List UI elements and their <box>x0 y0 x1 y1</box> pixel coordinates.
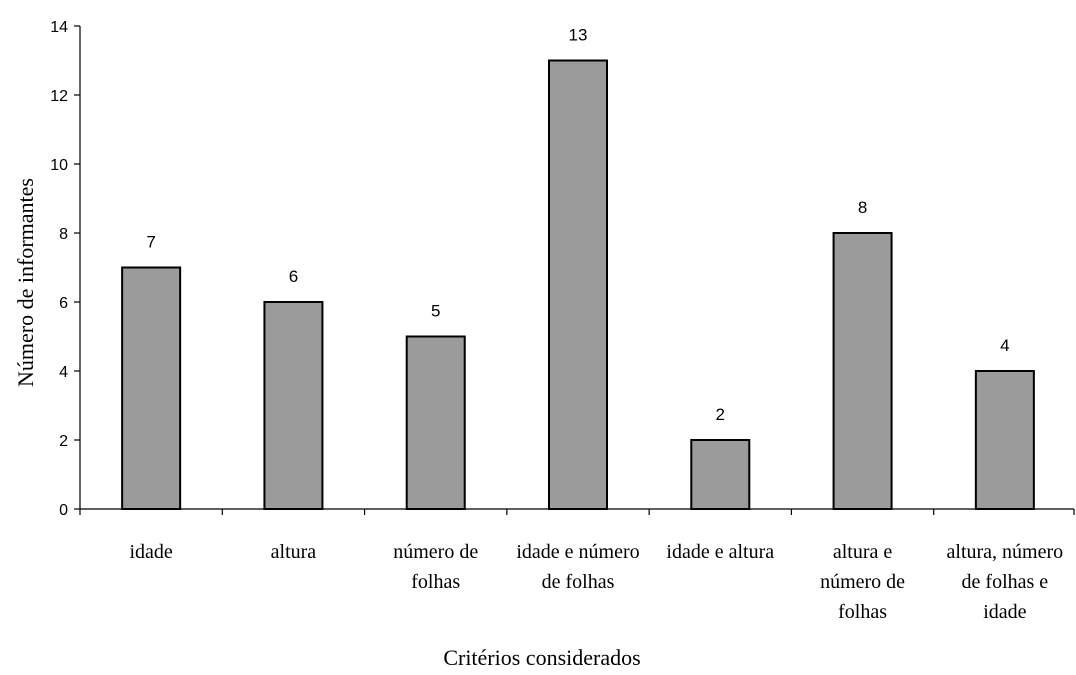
bars <box>121 59 1035 510</box>
y-tick-label: 14 <box>50 19 68 36</box>
data-label: 6 <box>289 267 298 286</box>
y-tick-label: 0 <box>59 502 68 519</box>
data-label: 13 <box>569 26 588 45</box>
bar <box>405 335 466 510</box>
category-label: idade e altura <box>666 541 774 563</box>
data-label: 5 <box>431 302 440 321</box>
data-label: 7 <box>146 233 155 252</box>
bar <box>690 439 751 510</box>
category-label: altura, número de folhas e idade <box>947 541 1064 623</box>
x-axis-ticks <box>79 509 1075 515</box>
x-axis-title: Critérios considerados <box>443 645 640 670</box>
y-tick-label: 2 <box>59 433 68 450</box>
bar <box>121 266 182 510</box>
y-axis-ticks: 0 2 4 6 8 10 12 14 <box>50 19 80 519</box>
bar <box>832 232 893 510</box>
y-tick-label: 6 <box>59 295 68 312</box>
category-label: altura <box>271 541 317 563</box>
category-labels: idade altura número de folhas idade e número… <box>129 541 1063 623</box>
data-label: 2 <box>716 405 725 424</box>
bar <box>263 301 324 510</box>
category-label: idade e número de folhas <box>516 541 639 593</box>
y-tick-label: 12 <box>50 88 68 105</box>
y-tick-label: 4 <box>59 364 68 381</box>
bar <box>974 370 1035 510</box>
data-label: 8 <box>858 198 867 217</box>
category-label: idade <box>129 541 172 563</box>
bar <box>548 59 608 510</box>
y-axis-title: Número de informantes <box>13 178 38 387</box>
data-label: 4 <box>1000 336 1009 355</box>
y-tick-label: 8 <box>59 226 68 243</box>
category-label: altura e número de folhas <box>820 541 905 623</box>
y-tick-label: 10 <box>50 157 68 174</box>
data-labels: 7 6 5 13 2 8 4 <box>146 26 1009 425</box>
category-label: número de folhas <box>393 541 478 593</box>
